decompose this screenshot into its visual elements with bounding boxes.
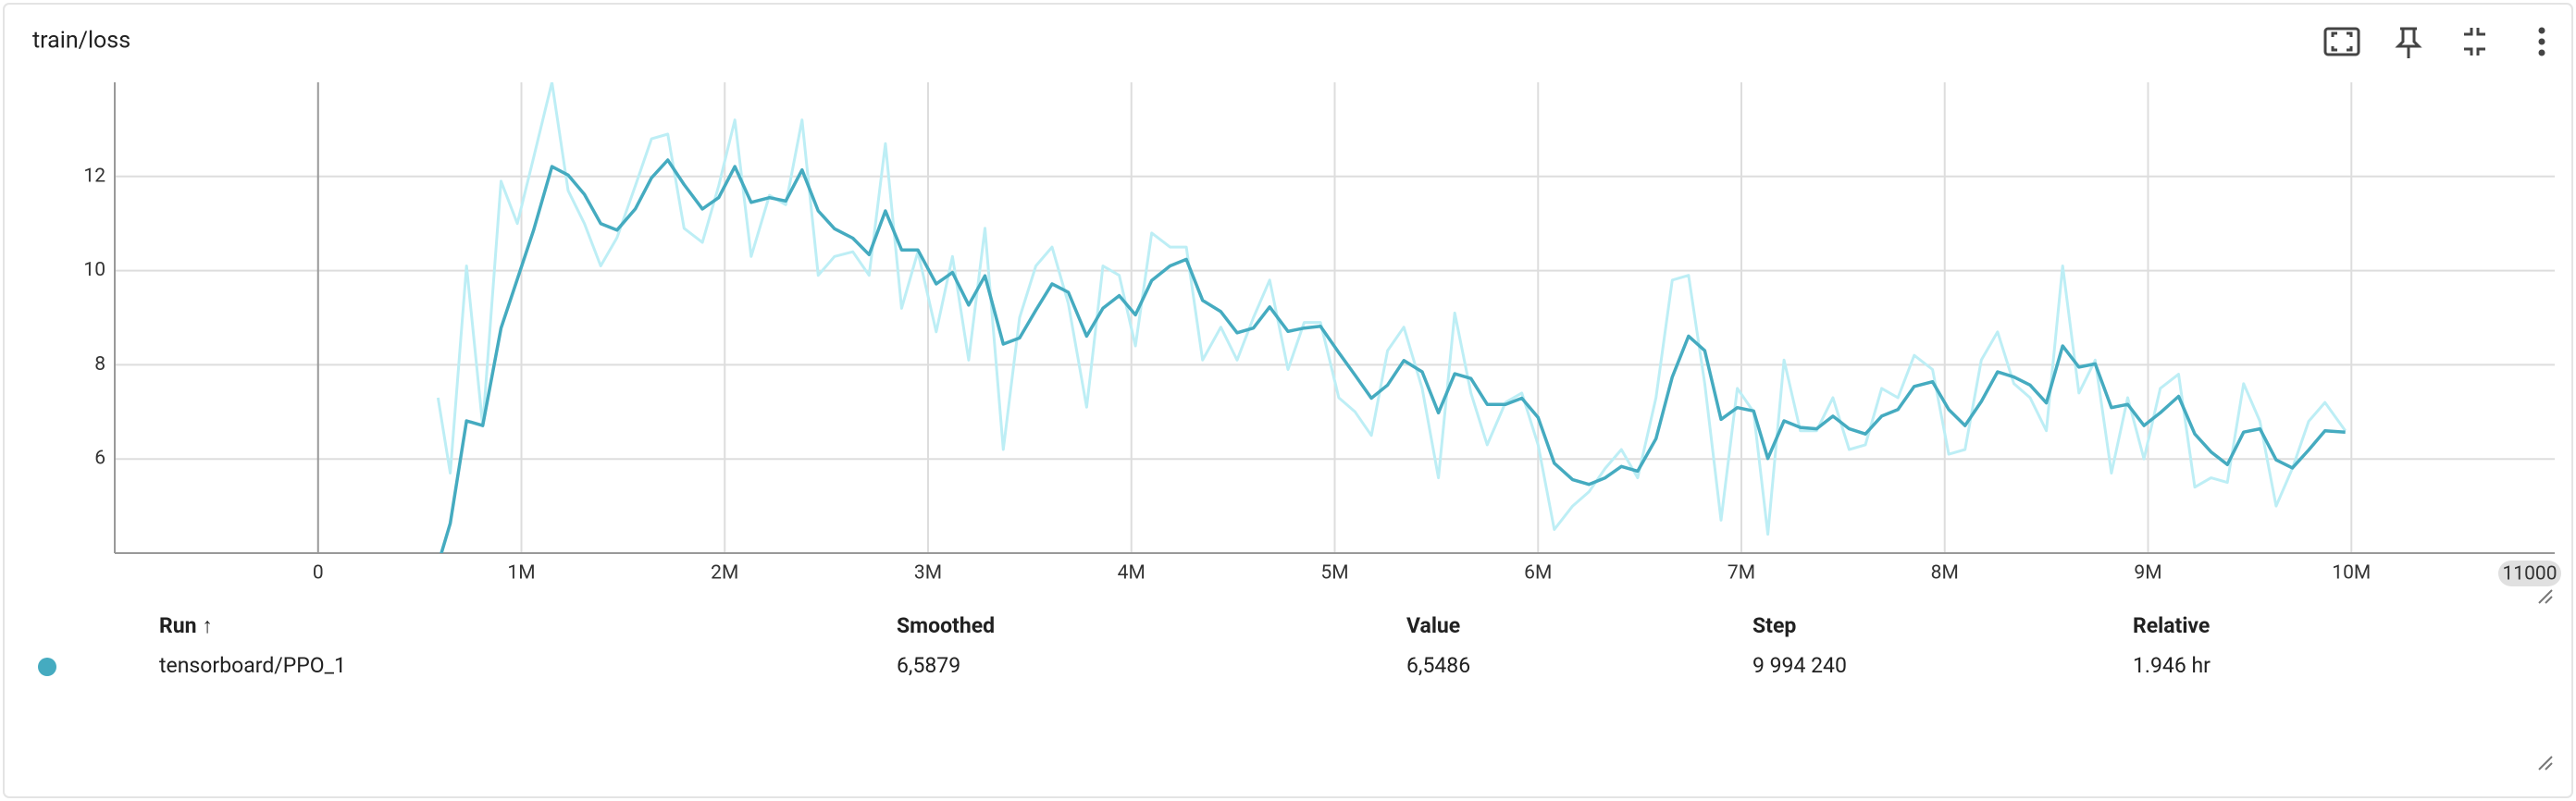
table-cell: 6,5879 bbox=[897, 653, 960, 678]
x-tick-label: 0 bbox=[313, 562, 324, 585]
table-cell: 1.946 hr bbox=[2133, 653, 2211, 678]
column-header: Relative bbox=[2133, 613, 2210, 638]
pin-icon[interactable] bbox=[2395, 27, 2422, 58]
x-tick-label: 10M bbox=[2332, 562, 2371, 585]
x-tick-label: 5M bbox=[1320, 562, 1348, 585]
x-tick-label: 2M bbox=[711, 562, 738, 585]
table-cell: 6,5486 bbox=[1406, 653, 1470, 678]
x-tick-label: 9M bbox=[2134, 562, 2161, 585]
x-tick-label: 3M bbox=[914, 562, 942, 585]
x-tick-label: 6M bbox=[1524, 562, 1552, 585]
y-tick-label: 12 bbox=[83, 165, 105, 187]
collapse-icon[interactable] bbox=[2464, 28, 2485, 55]
column-header: Run ↑ bbox=[159, 613, 213, 638]
x-tick-label: 7M bbox=[1728, 562, 1755, 585]
table-cell: tensorboard/PPO_1 bbox=[159, 653, 346, 678]
x-tick-label: 8M bbox=[1931, 562, 1959, 585]
table-cell: 9 994 240 bbox=[1752, 653, 1847, 678]
y-tick-label: 6 bbox=[94, 448, 105, 470]
run-table: Run ↑ Smoothed Value Step Relative tensorboar… bbox=[159, 613, 2211, 678]
resize-handle[interactable] bbox=[2538, 756, 2553, 770]
card-frame bbox=[3, 3, 2573, 798]
y-tick-label: 8 bbox=[94, 353, 105, 376]
x-tick-label: 1M bbox=[507, 562, 535, 585]
axis-hover-label: 11000 bbox=[2502, 563, 2557, 585]
menu-icon[interactable] bbox=[2538, 27, 2545, 56]
plot-lines bbox=[436, 82, 2347, 553]
x-tick-label: 4M bbox=[1118, 562, 1146, 585]
column-header: Value bbox=[1406, 613, 1460, 638]
card-title: train/loss bbox=[32, 28, 130, 55]
column-header: Smoothed bbox=[897, 613, 995, 638]
run-color-dot bbox=[38, 658, 56, 676]
hover-label: 11000 bbox=[2498, 561, 2561, 586]
grid bbox=[115, 82, 2555, 553]
series-line bbox=[440, 158, 2346, 553]
series-line bbox=[436, 82, 2347, 536]
resize-handle[interactable] bbox=[2538, 589, 2553, 604]
y-tick-label: 10 bbox=[83, 259, 105, 281]
column-header: Step bbox=[1752, 613, 1796, 638]
fit-icon[interactable] bbox=[2323, 27, 2360, 56]
